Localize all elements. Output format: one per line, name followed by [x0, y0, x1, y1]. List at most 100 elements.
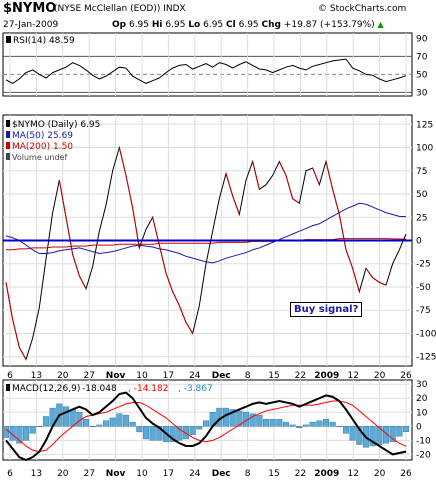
price-legend-swatch	[6, 153, 10, 160]
macd-histogram-bar	[289, 424, 296, 427]
nymo-down-segment	[65, 217, 74, 255]
nymo-down-segment	[352, 268, 360, 292]
chart-symbol: $NYMO	[3, 1, 57, 16]
macd-histogram-bar	[322, 419, 330, 427]
price-tick-label: 75	[416, 167, 427, 177]
macd-histogram-bar	[376, 426, 383, 445]
change-value: +19.87 (+153.79%)	[283, 20, 375, 30]
macd-tick-label: 30	[416, 380, 428, 390]
macd-histogram-bar	[29, 426, 36, 434]
macd-histogram-bar	[136, 426, 143, 433]
macd-histogram-bar	[189, 426, 196, 435]
macd-legend-histogram: , -3.867	[178, 384, 213, 394]
nymo-down-segment	[232, 195, 240, 215]
price-legend-item: Volume undef	[12, 153, 67, 162]
price-tick-label: 25	[416, 213, 427, 223]
nymo-down-segment	[252, 161, 260, 190]
nymo-down-segment	[292, 198, 300, 204]
price-x-label: 17	[163, 371, 174, 381]
rsi-tick-label: 50	[416, 70, 428, 80]
macd-x-label: Nov	[106, 469, 126, 479]
macd-histogram-bar	[149, 426, 156, 441]
macd-x-label: 27	[83, 469, 94, 479]
macd-histogram-bar	[249, 413, 256, 427]
macd-legend-label: MACD(12,26,9)	[12, 384, 80, 394]
price-tick-label: -125	[416, 353, 436, 363]
macd-histogram-bar	[336, 426, 343, 428]
macd-histogram-bar	[142, 426, 150, 440]
price-x-label: 24	[189, 371, 201, 381]
price-tick-label: -25	[416, 260, 431, 270]
buy-signal-annotation: Buy signal?	[290, 302, 363, 317]
price-x-label: 20	[57, 371, 69, 381]
nymo-down-segment	[325, 161, 334, 190]
macd-tick-label: 0	[416, 422, 422, 432]
macd-histogram-bar	[356, 426, 363, 445]
macd-histogram-bar	[116, 413, 123, 427]
macd-x-label: 13	[31, 469, 42, 479]
macd-histogram-bar	[2, 426, 10, 438]
change-up-icon: ▲	[377, 20, 384, 29]
macd-tick-label: -20	[416, 450, 431, 460]
price-tick-label: -100	[416, 329, 436, 339]
macd-histogram-bar	[82, 419, 90, 427]
macd-histogram-bar	[156, 426, 163, 441]
price-x-label: Nov	[106, 371, 126, 381]
quote-summary: Op 6.95 Hi 6.95 Lo 6.95 Cl 6.95 Chg +19.…	[112, 20, 384, 30]
macd-histogram-bar	[182, 426, 190, 440]
macd-tick-label: -10	[416, 436, 431, 446]
price-x-label: Dec	[212, 371, 231, 381]
macd-histogram-bar	[176, 426, 183, 441]
low-value: 6.95	[203, 20, 224, 30]
nymo-down-segment	[172, 291, 180, 306]
macd-histogram-bar	[396, 426, 403, 437]
close-label: Cl	[226, 20, 236, 30]
price-tick-label: -50	[416, 283, 431, 293]
price-x-label: 2009	[314, 371, 339, 381]
nymo-down-segment	[185, 322, 194, 334]
nymo-down-segment	[225, 173, 234, 197]
macd-x-label: 2009	[314, 469, 339, 479]
macd-x-label: 20	[374, 469, 386, 479]
macd-histogram-bar	[349, 426, 356, 441]
nymo-down-segment	[165, 272, 174, 292]
macd-x-label: 12	[347, 469, 358, 479]
copyright: © StockCharts.com	[318, 4, 407, 14]
macd-histogram-bar	[196, 426, 203, 430]
macd-histogram-bar	[129, 421, 136, 427]
macd-histogram-bar	[89, 426, 96, 428]
macd-histogram-bar	[9, 426, 16, 441]
nymo-down-segment	[18, 347, 27, 360]
macd-histogram-bar	[236, 410, 243, 427]
price-x-label: 26	[400, 371, 412, 381]
macd-histogram-bar	[329, 421, 336, 427]
macd-histogram-bar	[169, 426, 176, 442]
macd-x-label: 24	[189, 469, 201, 479]
macd-legend-signal: , -14.182	[128, 384, 168, 394]
macd-histogram-bar	[69, 409, 76, 427]
macd-histogram-bar	[402, 426, 410, 432]
rsi-line	[5, 58, 407, 84]
macd-x-label: 22	[295, 469, 306, 479]
macd-histogram-bar	[342, 426, 350, 434]
ma200-line	[6, 238, 407, 251]
price-tick-label: 50	[416, 190, 428, 200]
macd-histogram-bar	[16, 426, 23, 444]
nymo-down-segment	[78, 275, 87, 290]
rsi-tick-label: 90	[416, 34, 428, 44]
chart-date: 27-Jan-2009	[3, 20, 59, 30]
price-x-label: 8	[245, 371, 251, 381]
chart-name: (NYSE McClellan (EOD)) INDX	[54, 4, 186, 14]
price-x-label: 20	[374, 371, 386, 381]
macd-histogram-bar	[389, 426, 396, 442]
nymo-down-segment	[379, 281, 387, 286]
macd-histogram-bar	[202, 420, 210, 427]
macd-histogram-bar	[316, 420, 323, 427]
macd-legend-macd: -18.048	[82, 384, 117, 394]
macd-histogram-bar	[62, 406, 70, 427]
price-x-label: 27	[83, 371, 94, 381]
macd-histogram-bar	[309, 421, 316, 427]
nymo-down-segment	[285, 175, 294, 199]
macd-tick-label: 10	[416, 408, 428, 418]
price-legend-item: $NYMO (Daily) 6.95	[12, 120, 100, 130]
